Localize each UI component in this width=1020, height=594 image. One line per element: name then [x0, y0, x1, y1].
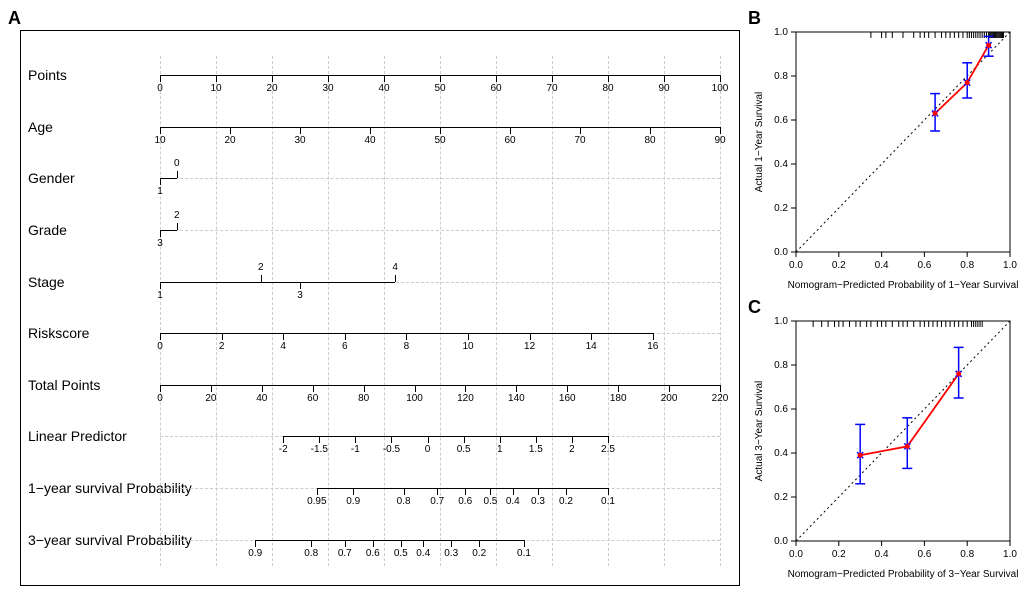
nomogram-row-label: Gender — [28, 170, 75, 186]
panel-label-a: A — [8, 8, 21, 29]
calibration-plot-c: 0.00.0 0.2 0.2 0.4 0.4 0.6 0.6 0.8 0.8 1.0 1.0 Nomo… — [748, 303, 1020, 583]
nomogram-row-label: Stage — [28, 274, 65, 290]
nomogram-row-label: Linear Predictor — [28, 428, 127, 444]
svg-text:0.4: 0.4 — [875, 549, 889, 560]
svg-text:0.8: 0.8 — [960, 549, 974, 560]
calibration-plot-b: 0.00.0 0.2 0.2 0.4 0.4 0.6 0.6 0.8 0.8 1.0 1.0 Nomo… — [748, 14, 1020, 294]
svg-text:0.4: 0.4 — [774, 448, 788, 459]
svg-text:0.6: 0.6 — [774, 115, 788, 126]
panel-a: A Points0102030405060708090100Age1020304… — [8, 8, 748, 586]
nomogram-row-label: Points — [28, 67, 67, 83]
svg-text:1.0: 1.0 — [1003, 549, 1017, 560]
svg-text:Actual 1−Year Survival: Actual 1−Year Survival — [754, 92, 765, 193]
nomogram-row-label: Grade — [28, 222, 67, 238]
svg-text:0.8: 0.8 — [960, 260, 974, 271]
svg-text:0.8: 0.8 — [774, 71, 788, 82]
svg-text:0.0: 0.0 — [774, 247, 788, 258]
svg-text:1.0: 1.0 — [774, 316, 788, 327]
svg-text:0.2: 0.2 — [832, 549, 846, 560]
svg-text:0.0: 0.0 — [789, 260, 803, 271]
svg-text:0.2: 0.2 — [774, 203, 788, 214]
svg-text:Actual 3−Year Survival: Actual 3−Year Survival — [754, 381, 765, 482]
svg-text:0.2: 0.2 — [832, 260, 846, 271]
svg-text:0.6: 0.6 — [917, 260, 931, 271]
svg-text:Nomogram−Predicted Probability: Nomogram−Predicted Probability of 3−Year… — [788, 569, 1019, 580]
svg-text:0.4: 0.4 — [774, 159, 788, 170]
svg-text:Nomogram−Predicted Probability: Nomogram−Predicted Probability of 1−Year… — [788, 280, 1019, 291]
right-column: B 0.00.00.20.20.40.40.60.60.80.81.01.0No… — [748, 8, 1012, 586]
nomogram-row-label: Riskscore — [28, 325, 89, 341]
svg-text:1.0: 1.0 — [1003, 260, 1017, 271]
nomogram-box — [20, 30, 740, 586]
svg-text:1.0: 1.0 — [774, 27, 788, 38]
panel-c: C 0.00.00.20.20.40.40.60.60.80.81.01.0No… — [748, 297, 1012, 586]
svg-text:0.6: 0.6 — [774, 404, 788, 415]
nomogram-row-label: Total Points — [28, 377, 100, 393]
svg-text:0.2: 0.2 — [774, 492, 788, 503]
figure-container: A Points0102030405060708090100Age1020304… — [8, 8, 1012, 586]
svg-text:0.4: 0.4 — [875, 260, 889, 271]
svg-text:0.0: 0.0 — [789, 549, 803, 560]
svg-text:0.0: 0.0 — [774, 536, 788, 547]
panel-b: B 0.00.00.20.20.40.40.60.60.80.81.01.0No… — [748, 8, 1012, 297]
svg-text:0.6: 0.6 — [917, 549, 931, 560]
nomogram-row-label: Age — [28, 119, 53, 135]
svg-text:0.8: 0.8 — [774, 360, 788, 371]
